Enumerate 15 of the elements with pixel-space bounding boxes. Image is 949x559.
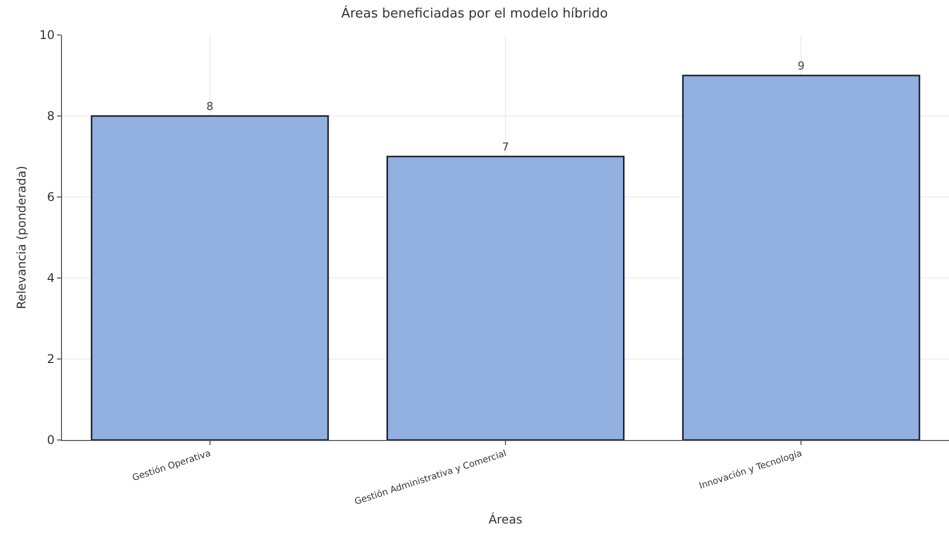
- bar: [386, 156, 625, 440]
- y-tick-label: 4: [46, 271, 55, 286]
- y-tick-label: 2: [46, 352, 55, 366]
- data-label: 8: [206, 100, 214, 113]
- bar: [682, 74, 920, 440]
- y-tick-label: 6: [46, 190, 55, 204]
- data-label: 7: [502, 140, 509, 154]
- data-label: 9: [798, 60, 805, 72]
- y-tick-label: 8: [46, 109, 55, 124]
- x-axis-title: Áreas: [488, 511, 522, 526]
- chart-title: Áreas beneficiadas por el modelo híbrido: [341, 4, 608, 22]
- bar: [90, 115, 329, 440]
- y-axis-title: Relevancia (ponderada): [14, 166, 29, 310]
- y-tick-label: 10: [39, 28, 55, 42]
- y-tick-label: 0: [46, 433, 55, 448]
